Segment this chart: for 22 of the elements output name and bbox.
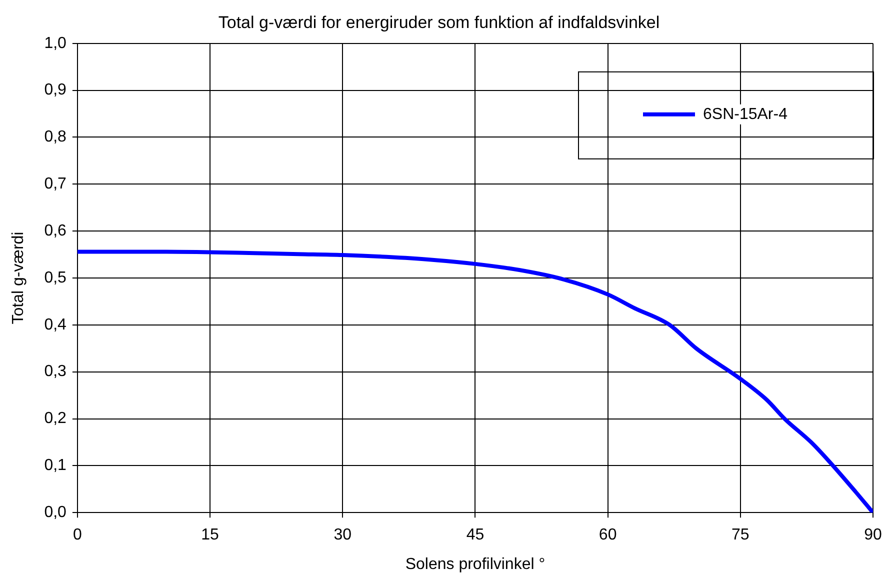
y-tick-label: 0,7 [44, 176, 67, 193]
x-tick-label: 90 [864, 526, 882, 544]
y-tick-label: 1,0 [44, 34, 67, 52]
y-axis-title: Total g-værdi [10, 232, 28, 324]
y-tick-label: 0,2 [44, 410, 67, 428]
x-tick-label: 60 [598, 526, 617, 544]
x-axis-title: Solens profilvinkel ° [405, 556, 546, 573]
legend-label: 6SN-15Ar-4 [703, 106, 788, 123]
y-tick-label: 0,6 [44, 222, 67, 240]
y-tick-label: 0,1 [44, 457, 67, 474]
y-tick-label: 0,9 [44, 82, 67, 99]
x-tick-label: 75 [732, 526, 750, 544]
y-tick-label: 0,3 [44, 363, 67, 380]
chart-title: Total g-værdi for energiruder som funktion af indfaldsvinkel [218, 12, 660, 32]
y-tick-label: 0,0 [44, 504, 67, 522]
y-tick-label: 0,8 [44, 128, 67, 146]
x-tick-label: 0 [72, 526, 82, 544]
x-tick-label: 30 [334, 526, 352, 544]
x-tick-label: 45 [466, 526, 484, 544]
y-tick-label: 0,4 [44, 316, 67, 334]
x-tick-label: 15 [201, 526, 220, 544]
y-tick-label: 0,5 [44, 269, 67, 286]
